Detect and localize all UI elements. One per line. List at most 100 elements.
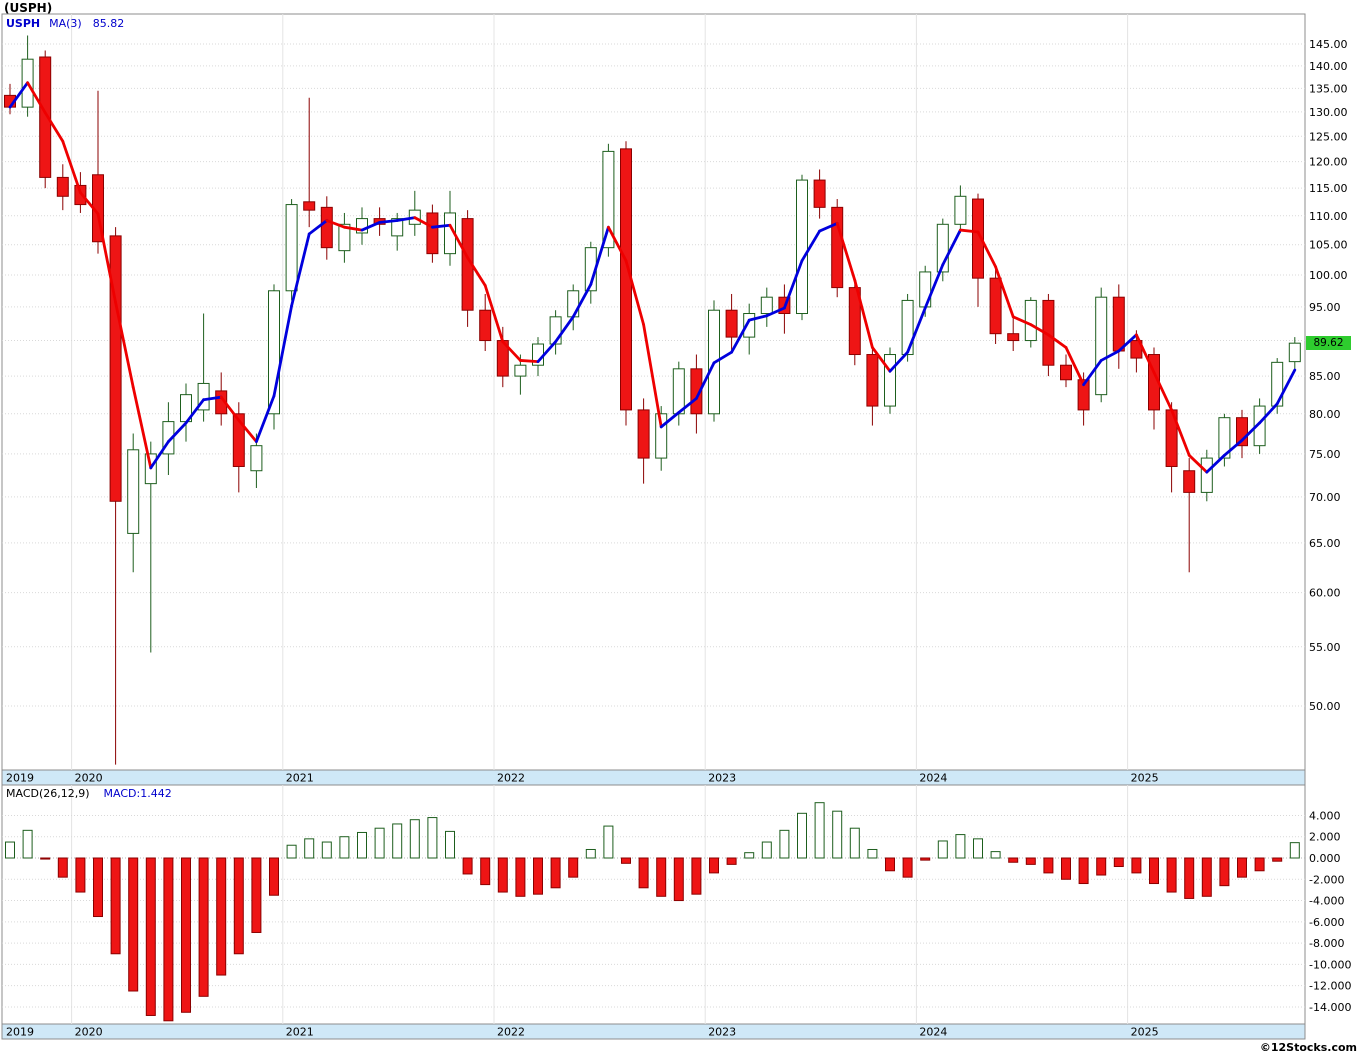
price-axis-label: 65.00 [1309, 537, 1341, 550]
ma-line-segment [395, 216, 417, 222]
ma-line-segment [290, 232, 311, 308]
macd-axis-label: 0.000 [1309, 852, 1341, 865]
watermark-link[interactable]: ©12Stocks.com [1259, 1041, 1357, 1054]
candle-up [760, 296, 773, 315]
macd-bar-positive [357, 831, 367, 859]
macd-bar-negative [885, 857, 895, 872]
ma-line-segment [202, 395, 223, 402]
macd-bar-negative [1166, 857, 1177, 893]
candle-up [901, 299, 914, 356]
macd-bar-positive [445, 830, 455, 859]
price-axis-label: 50.00 [1309, 700, 1341, 713]
candle-down [1112, 296, 1125, 352]
macd-axis-label: -14.000 [1309, 1001, 1351, 1014]
macd-bar-negative [75, 857, 86, 893]
ma-line-segment [166, 421, 188, 444]
candle-down [1060, 364, 1072, 381]
macd-bar-negative [533, 857, 543, 895]
candle-up [514, 364, 527, 377]
candle-down [1236, 417, 1248, 447]
macd-bar-negative [515, 857, 526, 897]
ma-line-segment [26, 81, 47, 115]
candle-down [1183, 470, 1196, 493]
ma-line-segment [976, 230, 997, 269]
ma-line-segment [712, 350, 733, 365]
macd-indicator-value: MACD:1.442 [103, 787, 172, 800]
candle-up [672, 368, 685, 415]
macd-bar-negative [128, 857, 139, 992]
macd-bar-negative [691, 857, 702, 895]
candle-down [56, 176, 69, 197]
symbol-label: USPH [6, 17, 41, 30]
ma-line-segment [430, 223, 452, 229]
page-title: (USPH) [4, 1, 53, 15]
macd-axis-label: -2.000 [1309, 873, 1344, 886]
ma-line-segment [536, 340, 557, 364]
ma-line-segment [994, 265, 1015, 319]
candle-up [1024, 299, 1037, 342]
macd-bar-negative [198, 857, 209, 997]
ma-line-segment [96, 212, 117, 304]
ma-line-segment [1258, 402, 1279, 425]
year-band-bottom [1, 1023, 1306, 1040]
macd-bar-negative [57, 857, 68, 878]
macd-bar-positive [779, 829, 790, 859]
macd-bar-positive [339, 836, 350, 859]
macd-bar-negative [1254, 857, 1265, 872]
ma-line-segment [114, 301, 135, 389]
candle-down [848, 287, 861, 356]
ma-line-segment [589, 225, 610, 286]
candle-down [866, 354, 879, 407]
macd-bar-negative [1219, 857, 1230, 887]
macd-bar-negative [1096, 857, 1107, 876]
macd-bar-positive [286, 844, 297, 859]
ma-line-segment [642, 323, 663, 429]
macd-bar-negative [480, 857, 491, 886]
macd-bar-positive [814, 802, 825, 859]
candle-up [250, 445, 263, 472]
candle-down [303, 201, 316, 211]
macd-bar-positive [304, 838, 315, 859]
ma-line-segment [184, 398, 206, 425]
ma-line-segment [571, 283, 593, 319]
candle-up [356, 218, 368, 234]
macd-bar-negative [1149, 857, 1159, 885]
candle-down [972, 198, 984, 279]
candle-up [655, 413, 668, 459]
macd-bar-positive [409, 819, 420, 859]
year-label: 2025 [1131, 1026, 1159, 1039]
ma-line-segment [554, 315, 575, 344]
price-axis-label: 125.00 [1309, 130, 1348, 143]
ma-line-segment [923, 263, 945, 310]
year-label: 2020 [75, 1026, 103, 1039]
macd-bar-positive [937, 840, 948, 859]
year-label: 2020 [75, 772, 103, 785]
ma-line-segment [659, 411, 681, 429]
year-label: 2022 [497, 1026, 525, 1039]
candle-down [232, 413, 245, 467]
ma-line-segment [1117, 333, 1138, 353]
last-price-badge: 89.62 [1306, 336, 1351, 351]
price-axis-label: 95.00 [1309, 301, 1341, 314]
candle-down [690, 368, 703, 415]
ma-line-segment [61, 139, 82, 195]
ma-line-segment [378, 219, 399, 224]
ma-line-segment [79, 191, 100, 216]
price-axis-label: 55.00 [1309, 641, 1341, 654]
macd-bar-positive [392, 823, 403, 859]
candle-up [285, 204, 298, 292]
macd-bar-positive [374, 827, 385, 859]
ma-line-segment [765, 306, 786, 318]
price-axis-label: 140.00 [1309, 60, 1348, 73]
ma-line-segment [959, 228, 980, 234]
price-axis-label: 115.00 [1309, 182, 1348, 195]
macd-bar-positive [603, 825, 614, 859]
ma-line-segment [8, 81, 30, 109]
ma-line-segment [677, 397, 698, 414]
macd-bar-negative [1008, 857, 1019, 863]
macd-bar-negative [1272, 857, 1283, 862]
macd-axis-label: -4.000 [1309, 895, 1344, 908]
price-axis-label: 130.00 [1309, 106, 1348, 119]
ma-line-segment [131, 385, 153, 470]
